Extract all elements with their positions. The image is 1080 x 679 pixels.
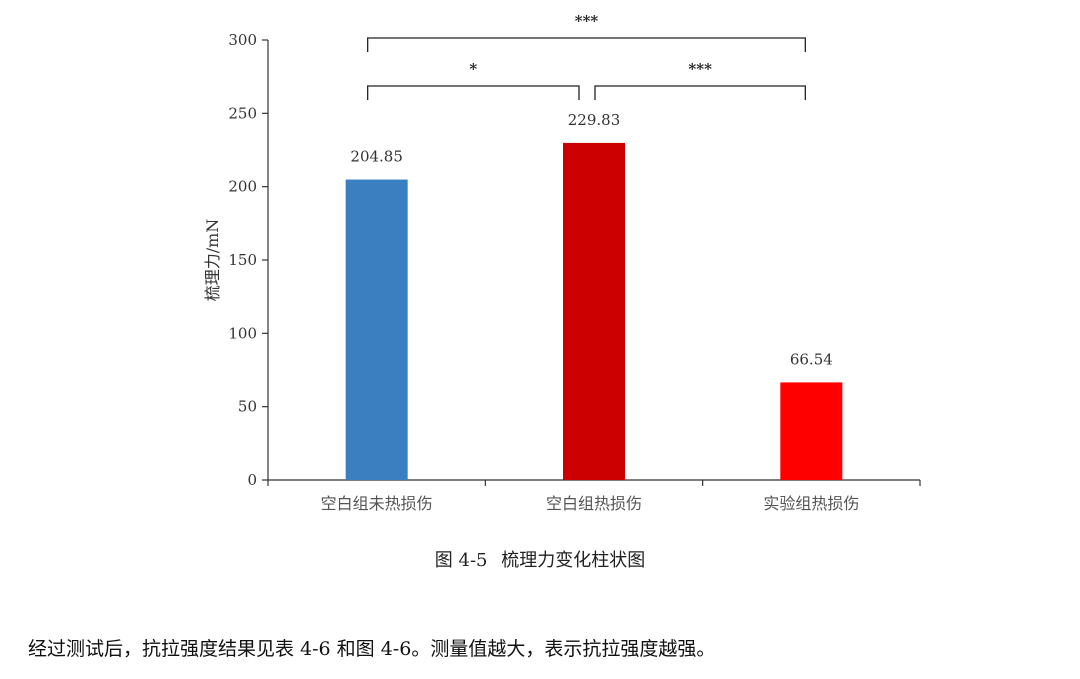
bar-chart: 0 50 100 150 200 250 300 空白组未热损伤 空白组热损伤 实验组热损伤 2… — [203, 12, 921, 513]
significance-label: *** — [575, 12, 599, 30]
significance-brackets: **** *** — [367, 12, 806, 100]
x-tick-label: 空白组热损伤 — [546, 494, 642, 513]
y-axis: 0 50 100 150 200 250 300 — [228, 31, 269, 489]
significance-label: *** — [688, 60, 712, 78]
y-axis-label: 梳理力/mN — [203, 219, 222, 302]
significance-bracket — [594, 85, 806, 100]
y-tick-label: 50 — [238, 398, 257, 416]
x-axis: 空白组未热损伤 空白组热损伤 实验组热损伤 — [267, 479, 921, 513]
figure-caption: 图 4-5 梳理力变化柱状图 — [0, 546, 1080, 572]
bar — [563, 142, 625, 480]
y-tick-label: 300 — [228, 31, 257, 49]
significance-bracket — [367, 37, 806, 52]
y-tick-label: 250 — [228, 104, 257, 122]
paragraph: 经过测试后，抗拉强度结果见表 4-6 和图 4-6。测量值越大，表示抗拉强度越强… — [28, 638, 716, 660]
x-tick-label: 实验组热损伤 — [763, 494, 859, 513]
x-tick-label: 空白组未热损伤 — [321, 494, 433, 513]
data-label: 66.54 — [790, 350, 833, 368]
y-tick-label: 150 — [228, 251, 257, 269]
significance-label: * — [469, 60, 477, 78]
bar — [345, 179, 408, 480]
bar — [780, 382, 843, 480]
data-label: 229.83 — [568, 111, 621, 129]
y-tick-label: 0 — [247, 471, 257, 489]
significance-bracket — [367, 85, 580, 100]
bars: 204.85 229.83 66.54 — [345, 111, 843, 480]
figure-number: 图 4-5 — [434, 550, 488, 571]
figure-title: 梳理力变化柱状图 — [501, 550, 646, 571]
data-label: 204.85 — [350, 148, 403, 166]
y-tick-label: 200 — [228, 178, 257, 196]
y-tick-label: 100 — [228, 324, 257, 342]
